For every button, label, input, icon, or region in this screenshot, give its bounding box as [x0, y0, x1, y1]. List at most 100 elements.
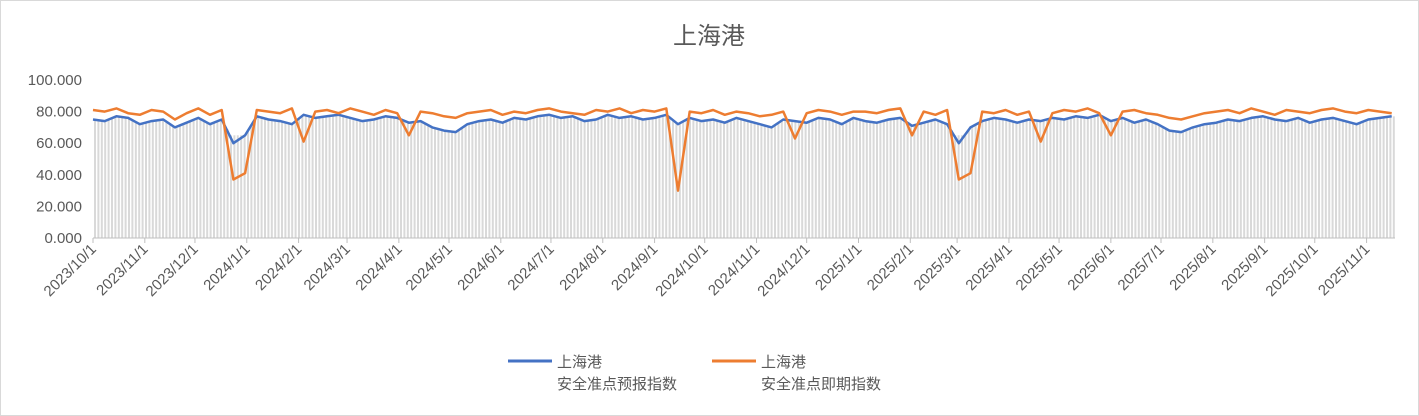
y-tick-label: 100.000 — [28, 72, 82, 89]
background-bar — [610, 115, 613, 238]
background-bar — [695, 119, 698, 238]
background-bar — [777, 123, 780, 238]
background-bar — [1379, 118, 1382, 238]
background-bar — [638, 118, 640, 238]
background-bar — [162, 119, 164, 238]
background-bar — [209, 124, 212, 238]
background-bar — [1151, 121, 1154, 238]
legend-label-forecast-line1: 上海港 — [557, 354, 602, 371]
background-bar — [1229, 119, 1232, 238]
background-bar — [420, 121, 423, 238]
background-bar — [332, 115, 334, 238]
background-bar — [923, 122, 926, 238]
background-bar — [1375, 118, 1378, 238]
background-bar — [1114, 120, 1116, 238]
background-bar — [406, 121, 409, 238]
background-bar — [808, 122, 810, 238]
background-bar — [988, 119, 991, 238]
background-bar — [937, 120, 940, 238]
background-bar — [753, 122, 756, 238]
background-bar — [1209, 123, 1212, 238]
background-bar — [1097, 115, 1099, 238]
background-bar — [1117, 119, 1120, 238]
background-bar — [267, 119, 270, 238]
background-bar — [597, 119, 600, 238]
background-bar — [478, 121, 481, 238]
background-bar — [253, 121, 256, 238]
background-bar — [134, 121, 137, 238]
background-bar — [593, 119, 596, 238]
background-bar — [1110, 120, 1113, 238]
background-bar — [155, 120, 158, 238]
background-bar — [1154, 123, 1157, 238]
background-bar — [1321, 119, 1324, 238]
background-bar — [359, 120, 362, 238]
background-bar — [179, 125, 181, 238]
background-bar — [1175, 131, 1178, 238]
background-bars — [94, 114, 1395, 238]
background-bar — [498, 121, 501, 238]
background-bar — [668, 116, 671, 238]
background-bar — [148, 121, 151, 238]
background-bar — [434, 127, 436, 238]
background-bar — [114, 117, 117, 238]
background-bar — [1365, 120, 1368, 238]
background-bar — [1100, 115, 1103, 238]
chart-title: 上海港 — [673, 23, 745, 50]
background-bar — [318, 117, 321, 238]
y-axis: 0.000 20.000 40.000 60.000 80.000 100.000 — [28, 72, 82, 247]
background-bar — [1222, 120, 1225, 238]
background-bar — [505, 121, 508, 238]
background-bar — [352, 118, 355, 238]
background-bar — [260, 117, 263, 238]
background-bar — [311, 116, 314, 238]
background-bar — [889, 119, 892, 238]
background-bar — [1073, 117, 1076, 238]
legend-item-current[interactable]: 上海港 安全准点即期指数 — [712, 354, 881, 393]
background-bar — [848, 120, 851, 238]
background-bar — [801, 121, 804, 238]
legend-label-current-line2: 安全准点即期指数 — [761, 375, 881, 393]
background-bar — [927, 121, 929, 238]
background-bar — [291, 124, 294, 238]
background-bar — [621, 117, 623, 238]
background-bar — [250, 126, 253, 238]
background-bar — [512, 118, 515, 238]
background-bar — [1018, 122, 1021, 238]
background-bar — [1280, 120, 1283, 238]
background-bar — [692, 118, 695, 238]
background-bar — [304, 115, 307, 238]
background-bar — [525, 119, 528, 238]
background-bar — [974, 125, 977, 238]
background-bar — [546, 115, 549, 238]
background-bar — [1382, 117, 1385, 238]
background-bar — [1029, 119, 1031, 238]
background-bar — [196, 118, 198, 238]
background-bar — [804, 122, 807, 238]
background-bar — [1205, 124, 1208, 238]
background-bar — [338, 114, 341, 238]
background-bar — [345, 116, 348, 238]
background-bar — [906, 122, 909, 238]
background-bar — [1185, 130, 1188, 238]
background-bar — [1239, 121, 1242, 238]
legend-item-forecast[interactable]: 上海港 安全准点预报指数 — [508, 354, 677, 393]
background-bar — [104, 121, 107, 238]
background-bar — [933, 119, 936, 238]
background-bar — [729, 120, 732, 238]
background-bar — [651, 118, 654, 238]
background-bar — [978, 123, 980, 238]
background-bar — [1324, 119, 1327, 238]
background-bar — [219, 120, 222, 238]
background-bar — [583, 120, 586, 238]
background-bar — [865, 121, 868, 238]
background-bar — [1015, 122, 1018, 238]
background-bar — [386, 116, 389, 238]
background-bar — [236, 135, 239, 238]
background-bar — [138, 123, 141, 238]
background-bar — [1199, 125, 1201, 238]
background-bar — [1195, 126, 1198, 238]
background-bar — [726, 122, 729, 238]
series-line-current — [92, 107, 1392, 192]
background-bar — [488, 119, 491, 238]
